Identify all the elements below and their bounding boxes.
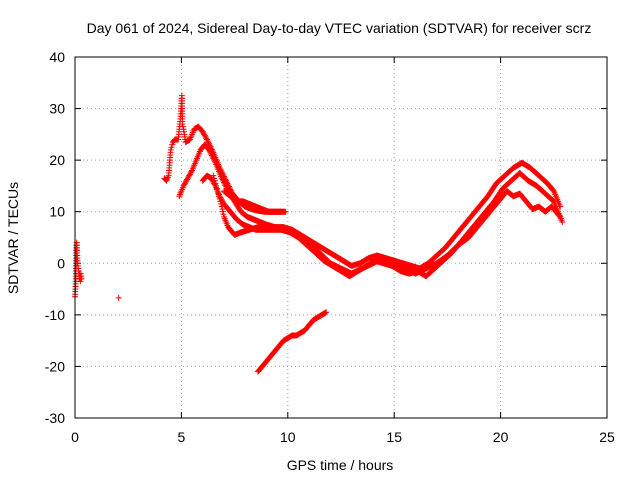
data-point: [187, 170, 194, 177]
data-point: [559, 219, 566, 226]
series-early-spike: [72, 239, 85, 300]
data-point: [182, 179, 189, 186]
data-point: [550, 187, 557, 194]
series-trace-c: [199, 170, 566, 280]
x-axis-label: GPS time / hours: [287, 457, 394, 473]
data-point: [212, 180, 219, 187]
data-point: [213, 185, 220, 192]
series-trace-b: [176, 141, 564, 272]
data-point: [179, 123, 186, 130]
x-tick-label: 25: [599, 429, 615, 445]
data-point: [210, 172, 217, 179]
data-point: [185, 173, 192, 180]
data-point: [181, 180, 188, 187]
data-point: [181, 181, 188, 188]
chart-title: Day 061 of 2024, Sidereal Day-to-day VTE…: [87, 20, 592, 36]
data-point: [207, 149, 214, 156]
data-point: [209, 153, 216, 160]
data-point: [180, 182, 187, 189]
data-point: [223, 185, 230, 192]
data-point: [219, 206, 226, 213]
data-point: [202, 133, 209, 140]
data-point: [214, 188, 221, 195]
data-point: [200, 130, 207, 137]
axis-ticks: 0 5 10 15 20 25 -30 -20 -10 0 10 20 30 40: [45, 49, 615, 445]
data-point: [215, 190, 222, 197]
y-tick-label: 40: [49, 49, 65, 65]
x-tick-label: 5: [178, 429, 186, 445]
data-point: [206, 146, 213, 153]
data-point: [186, 171, 193, 178]
data-point: [168, 144, 175, 151]
data-point: [213, 182, 220, 189]
data-point: [216, 195, 223, 202]
data-point: [211, 158, 218, 165]
data-point: [206, 148, 213, 155]
data-point: [218, 175, 225, 182]
data-point: [167, 146, 174, 153]
data-point: [211, 156, 218, 163]
data-point: [323, 309, 330, 316]
grid-lines: [75, 57, 607, 418]
data-point: [556, 213, 563, 220]
x-tick-label: 15: [386, 429, 402, 445]
y-tick-label: 0: [57, 255, 65, 271]
data-points: [72, 92, 566, 375]
data-point: [278, 208, 285, 215]
data-point: [218, 200, 225, 207]
data-point: [169, 141, 176, 148]
data-point: [78, 275, 85, 282]
data-point: [184, 175, 191, 182]
y-tick-label: -20: [45, 358, 65, 374]
data-point: [203, 135, 210, 142]
y-tick-label: -10: [45, 307, 65, 323]
y-tick-label: 10: [49, 204, 65, 220]
data-point: [206, 140, 213, 147]
data-point: [208, 152, 215, 159]
series-isolated: [115, 294, 122, 301]
data-point: [188, 168, 195, 175]
data-point: [220, 178, 227, 185]
data-point: [557, 213, 564, 220]
data-point: [115, 294, 122, 301]
data-point: [222, 182, 229, 189]
y-tick-label: 20: [49, 152, 65, 168]
data-point: [183, 177, 190, 184]
x-tick-label: 10: [280, 429, 296, 445]
data-point: [179, 121, 186, 128]
data-point: [215, 193, 222, 200]
x-tick-label: 20: [493, 429, 509, 445]
data-point: [219, 208, 226, 215]
data-point: [184, 176, 191, 183]
data-point: [186, 172, 193, 179]
data-point: [223, 183, 230, 190]
data-point: [217, 198, 224, 205]
data-point: [201, 132, 208, 139]
data-point: [549, 197, 556, 204]
data-point: [210, 155, 217, 162]
y-axis-label: SDTVAR / TECUs: [5, 182, 21, 294]
x-tick-label: 0: [71, 429, 79, 445]
data-point: [203, 136, 210, 143]
data-point: [221, 180, 228, 187]
data-point: [220, 211, 227, 218]
y-tick-label: -30: [45, 410, 65, 426]
data-point: [199, 128, 206, 135]
data-point: [211, 177, 218, 184]
data-point: [208, 151, 215, 158]
plot-frame: [74, 56, 608, 419]
y-tick-label: 30: [49, 101, 65, 117]
data-point: [220, 179, 227, 186]
data-point: [219, 176, 226, 183]
series-trace-d: [210, 172, 564, 277]
data-point: [201, 131, 208, 138]
series-trace-f: [255, 309, 330, 375]
series-trace-e: [220, 188, 285, 215]
data-point: [211, 175, 218, 182]
data-point: [218, 203, 225, 210]
data-point: [205, 139, 212, 146]
data-point: [204, 137, 211, 144]
